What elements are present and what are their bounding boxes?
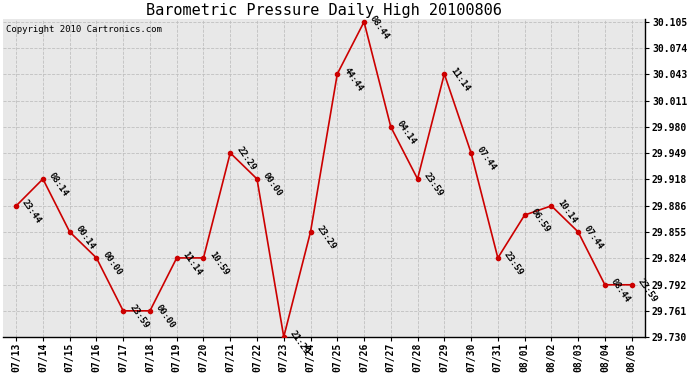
Title: Barometric Pressure Daily High 20100806: Barometric Pressure Daily High 20100806 — [146, 3, 502, 18]
Text: 07:44: 07:44 — [582, 224, 605, 251]
Text: 11:14: 11:14 — [181, 250, 204, 277]
Text: 00:00: 00:00 — [154, 303, 177, 330]
Text: 22:29: 22:29 — [235, 145, 257, 172]
Text: 23:29: 23:29 — [315, 224, 337, 251]
Text: Copyright 2010 Cartronics.com: Copyright 2010 Cartronics.com — [6, 25, 162, 34]
Text: 06:59: 06:59 — [529, 207, 551, 234]
Text: 04:14: 04:14 — [395, 119, 417, 146]
Text: 23:59: 23:59 — [502, 250, 525, 277]
Text: 08:44: 08:44 — [368, 14, 391, 41]
Text: 00:00: 00:00 — [262, 171, 284, 198]
Text: 44:44: 44:44 — [342, 66, 364, 93]
Text: 10:59: 10:59 — [208, 250, 230, 277]
Text: 23:59: 23:59 — [128, 303, 150, 330]
Text: 08:14: 08:14 — [47, 171, 70, 198]
Text: 08:44: 08:44 — [609, 277, 632, 304]
Text: 07:44: 07:44 — [475, 145, 498, 172]
Text: 00:00: 00:00 — [101, 250, 124, 277]
Text: 00:14: 00:14 — [74, 224, 97, 251]
Text: 23:44: 23:44 — [20, 198, 43, 225]
Text: 10:14: 10:14 — [555, 198, 578, 225]
Text: 21:29: 21:29 — [288, 329, 310, 356]
Text: 11:14: 11:14 — [448, 66, 471, 93]
Text: 23:59: 23:59 — [422, 171, 444, 198]
Text: 23:59: 23:59 — [635, 277, 658, 304]
